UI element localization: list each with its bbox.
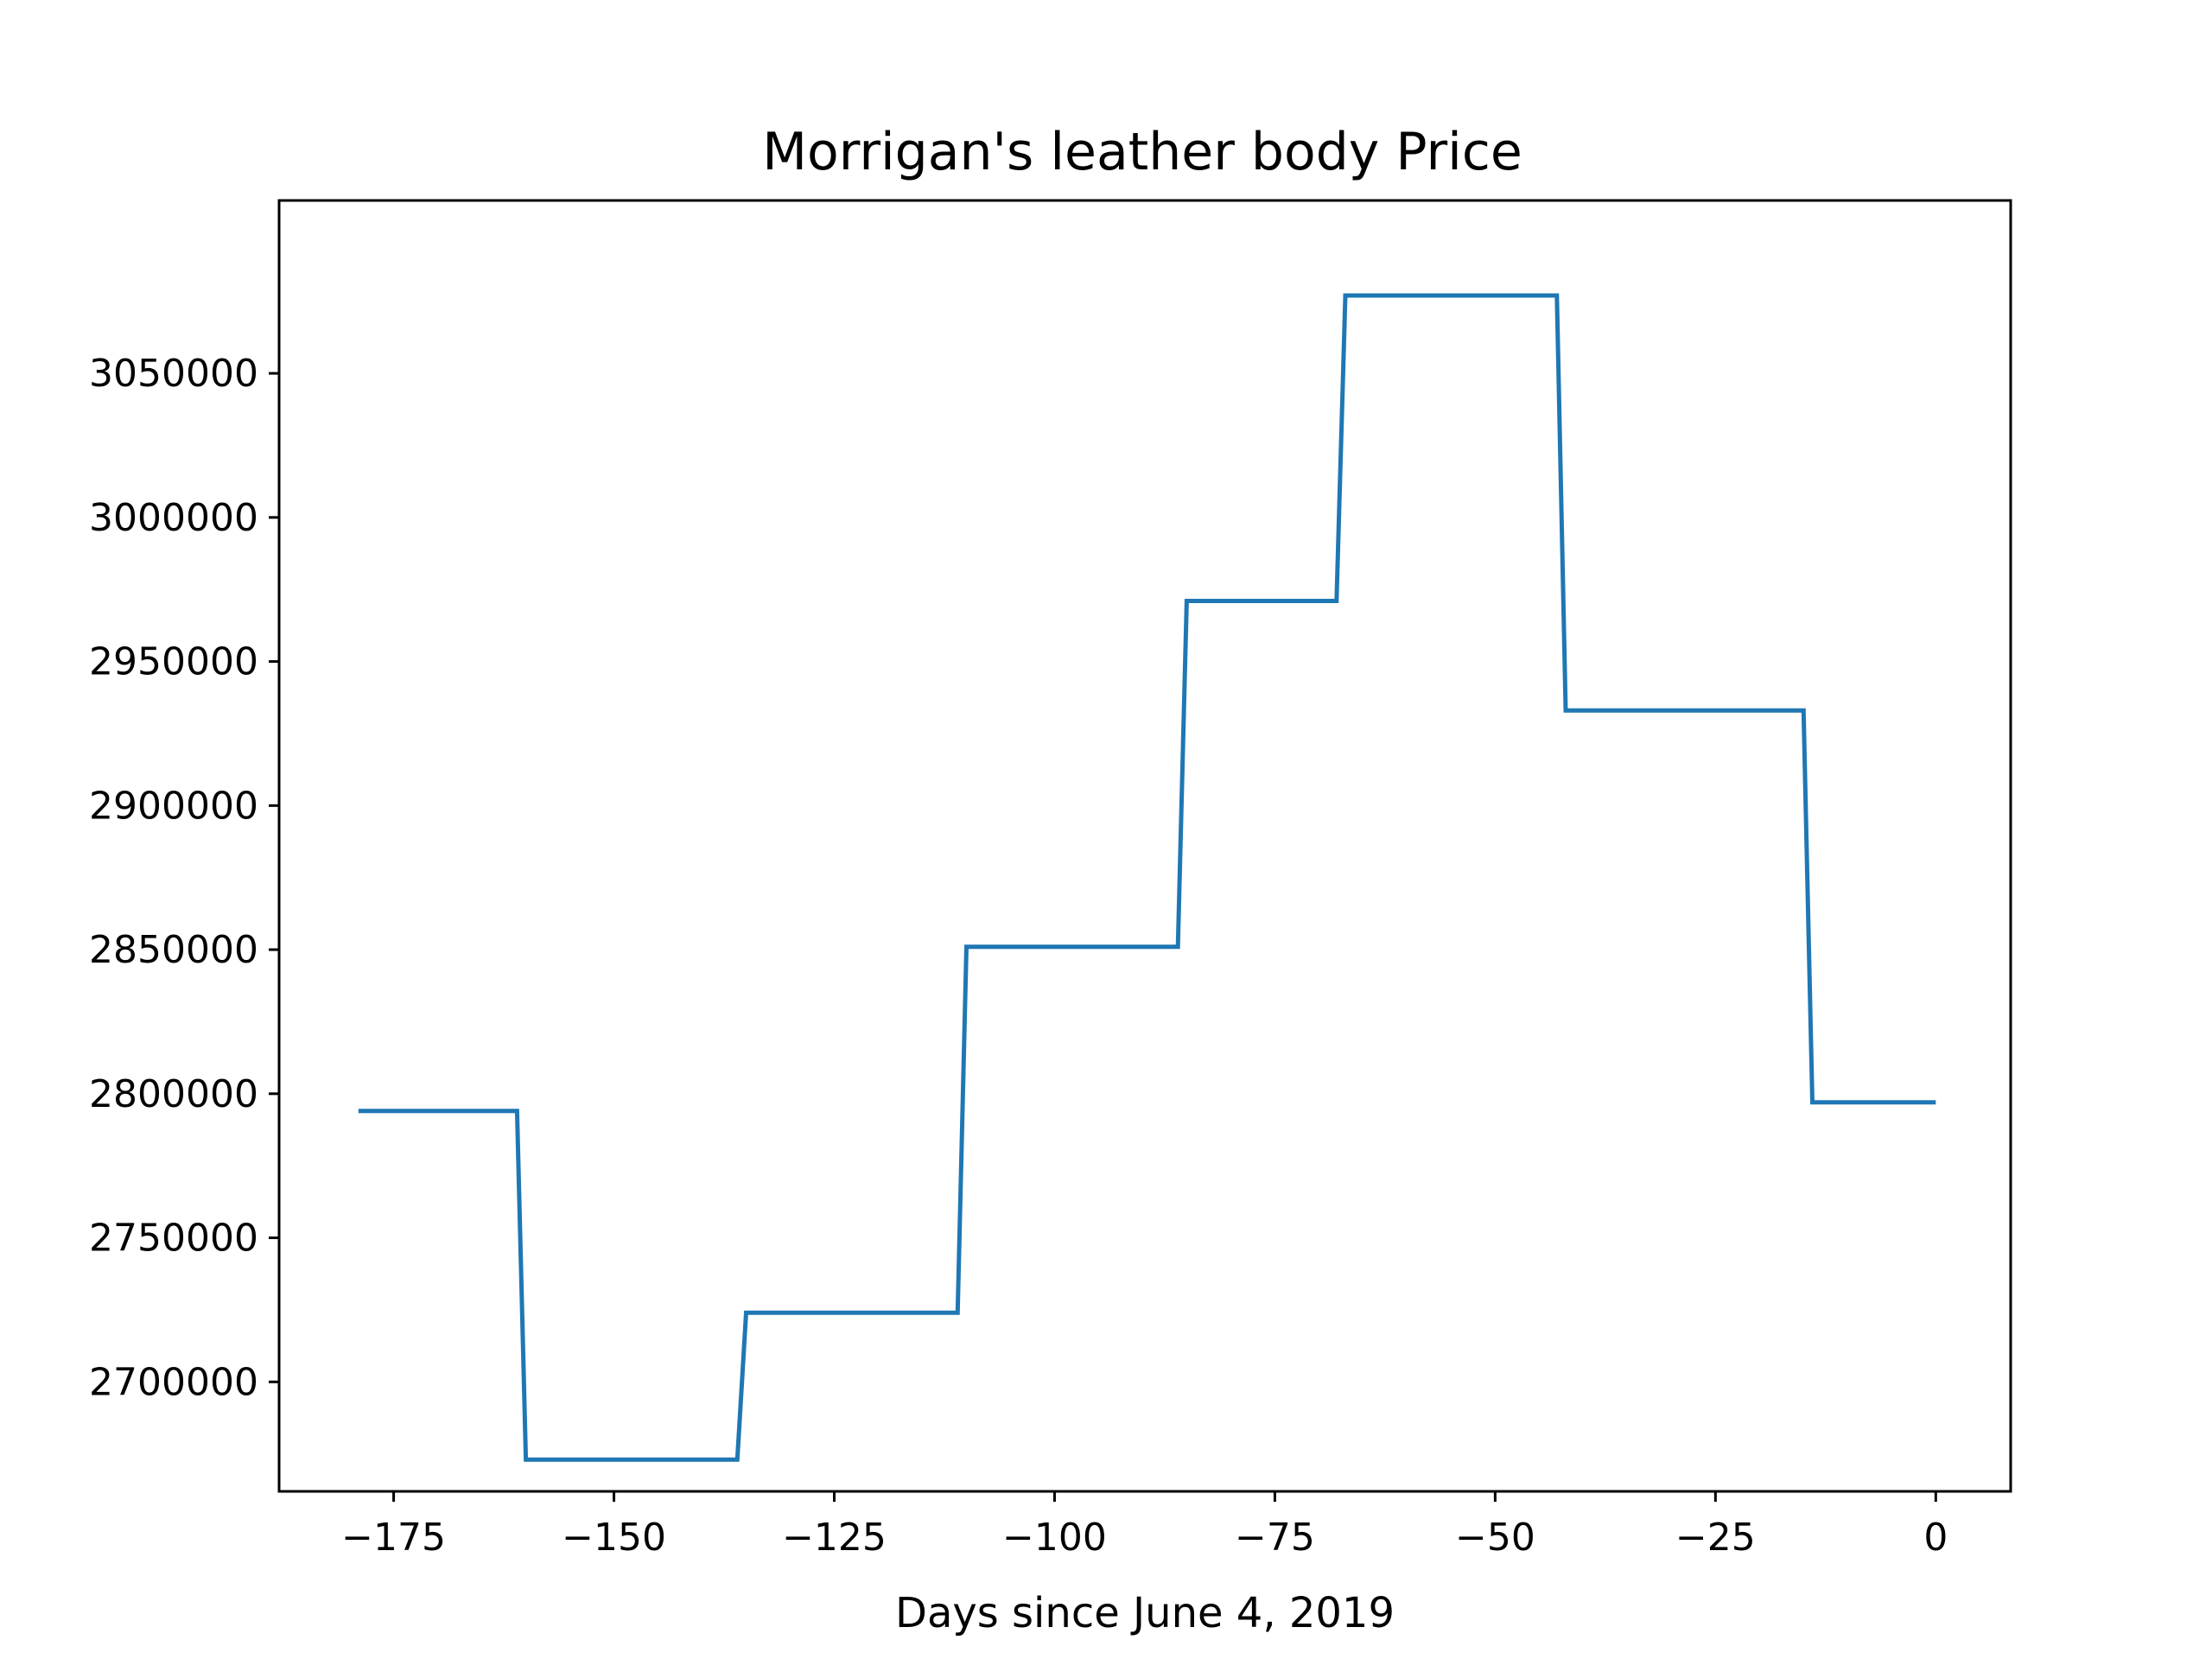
x-tick-label: −50 [1455, 1516, 1535, 1560]
y-tick-label: 2800000 [89, 1072, 258, 1116]
y-tick-label: 2850000 [89, 928, 258, 972]
x-axis: −175 −150 −125 −100 −75 −50 −25 0 [341, 1491, 1948, 1560]
x-tick-label: 0 [1923, 1516, 1948, 1560]
series-layer [358, 293, 1936, 1462]
x-tick-label: −75 [1235, 1516, 1315, 1560]
y-tick-label: 2900000 [89, 784, 258, 828]
y-tick-label: 3000000 [89, 496, 258, 540]
price-series-line [358, 293, 1936, 1462]
plot-area-frame [277, 199, 2012, 1493]
y-tick-label: 2950000 [89, 640, 258, 684]
x-tick-label: −125 [782, 1516, 887, 1560]
y-tick-label: 2750000 [89, 1217, 258, 1261]
y-tick-label: 3050000 [89, 352, 258, 396]
chart-title: Morrigan's leather body Price [762, 122, 1522, 182]
y-axis: 2700000 2750000 2800000 2850000 2900000 29500… [89, 352, 279, 1404]
x-tick-label: −150 [562, 1516, 666, 1560]
x-tick-label: −175 [341, 1516, 446, 1560]
x-tick-label: −25 [1675, 1516, 1756, 1560]
x-axis-label: Days since June 4, 2019 [895, 1589, 1395, 1637]
y-tick-label: 2700000 [89, 1360, 258, 1404]
x-tick-label: −100 [1002, 1516, 1107, 1560]
